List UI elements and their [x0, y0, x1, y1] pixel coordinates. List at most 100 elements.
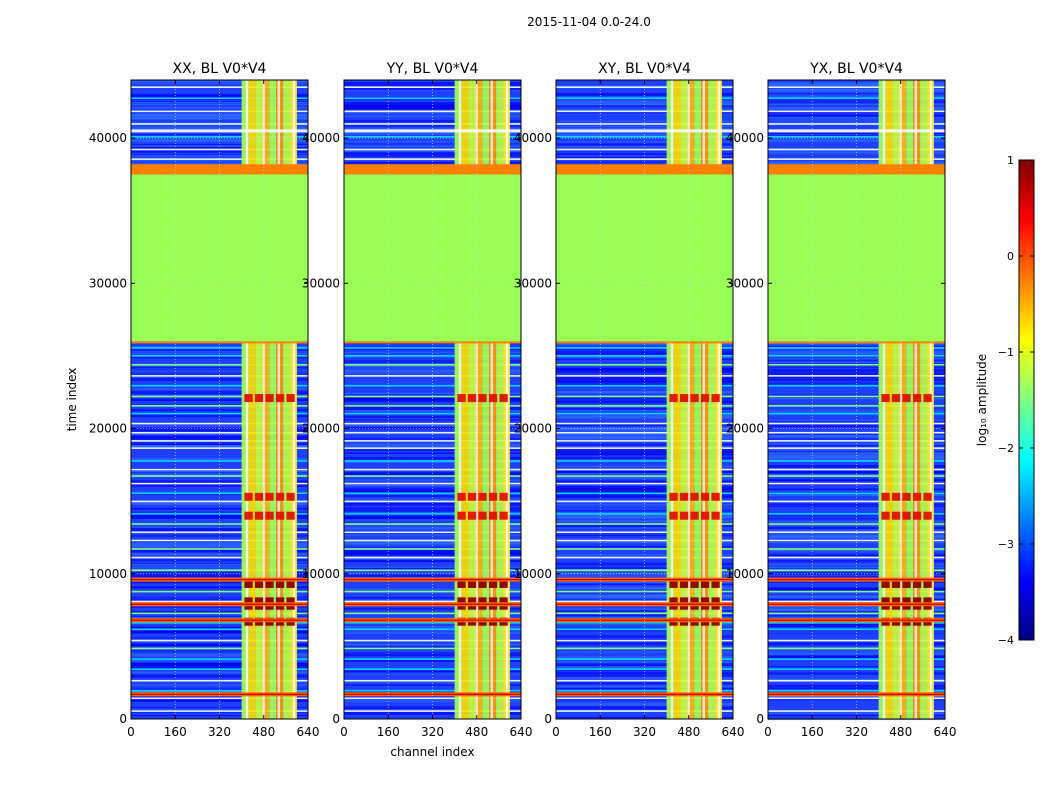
rfi-hotspot: [499, 579, 508, 588]
x-tick-label: 640: [722, 725, 745, 739]
noise-row: [556, 453, 733, 456]
rfi-hotspot: [669, 579, 678, 588]
time-stripe: [768, 110, 945, 113]
noise-row: [556, 580, 733, 584]
noise-row: [344, 659, 521, 662]
time-stripe: [131, 647, 308, 650]
rfi-hotspot: [499, 492, 508, 501]
time-stripe: [131, 513, 308, 515]
noise-row: [131, 126, 308, 128]
noise-row: [131, 138, 308, 141]
time-stripe: [768, 482, 945, 485]
time-stripe: [556, 135, 733, 138]
noise-row: [131, 372, 308, 374]
noise-row: [344, 587, 521, 590]
noise-row: [556, 545, 733, 548]
rfi-hotspot: [700, 492, 710, 501]
time-stripe: [344, 123, 521, 125]
noise-row: [768, 491, 945, 494]
noise-row: [344, 557, 521, 560]
noise-row: [768, 479, 945, 482]
time-stripe: [344, 500, 521, 503]
rfi-hotspot: [690, 511, 699, 520]
noise-row: [131, 544, 308, 548]
noise-row: [556, 525, 733, 528]
noise-row: [131, 414, 308, 418]
noise-row: [768, 378, 945, 382]
time-stripe: [131, 110, 308, 113]
time-stripe: [556, 600, 733, 603]
noise-row: [768, 383, 945, 386]
time-stripe: [131, 689, 308, 692]
noise-row: [768, 353, 945, 356]
noise-row: [768, 95, 945, 97]
noise-row: [344, 402, 521, 405]
noise-row: [556, 342, 733, 346]
x-tick-label: 480: [465, 725, 488, 739]
noise-row: [131, 596, 308, 599]
noise-row: [768, 698, 945, 701]
noise-row: [131, 671, 308, 674]
rfi-hotspot: [286, 579, 295, 588]
noise-row: [131, 700, 308, 702]
noise-row: [556, 591, 733, 594]
time-stripe: [131, 460, 308, 462]
time-stripe: [556, 513, 733, 515]
noise-row: [768, 444, 945, 447]
noise-row: [556, 120, 733, 122]
noise-row: [556, 666, 733, 669]
time-stripe: [131, 539, 308, 542]
y-tick-label: 10000: [726, 567, 764, 581]
y-tick-label: 40000: [89, 131, 127, 145]
noise-row: [556, 353, 733, 356]
noise-row: [556, 687, 733, 690]
time-stripe: [131, 639, 308, 642]
rfi-hotspot: [679, 394, 689, 403]
noise-row: [556, 356, 733, 359]
noise-row: [344, 348, 521, 350]
noise-row: [768, 107, 945, 110]
noise-row: [768, 655, 945, 659]
time-stripe: [131, 569, 308, 572]
colorbar-tick-label: 1: [1007, 154, 1014, 167]
noise-row: [556, 399, 733, 403]
noise-row: [131, 627, 308, 630]
noise-row: [131, 667, 308, 669]
noise-row: [131, 378, 308, 381]
noise-row: [556, 599, 733, 601]
noise-row: [556, 567, 733, 570]
noise-row: [556, 672, 733, 675]
noise-row: [556, 92, 733, 95]
time-stripe: [131, 363, 308, 366]
noise-row: [131, 665, 308, 668]
time-stripe: [768, 590, 945, 593]
noise-row: [556, 423, 733, 426]
noise-row: [556, 143, 733, 146]
noise-row: [131, 425, 308, 428]
rfi-hotspot: [244, 597, 253, 606]
y-tick-label: 40000: [302, 131, 340, 145]
time-stripe: [768, 422, 945, 425]
noise-row: [344, 119, 521, 123]
noise-row: [556, 465, 733, 468]
noise-row: [768, 372, 945, 376]
noise-row: [131, 663, 308, 666]
rfi-hotspot: [700, 394, 710, 403]
noise-row: [131, 365, 308, 367]
y-tick-label: 10000: [514, 567, 552, 581]
noise-row: [344, 407, 521, 410]
noise-row: [768, 131, 945, 135]
noise-row: [556, 514, 733, 518]
noise-row: [344, 503, 521, 506]
rfi-hotspot: [923, 394, 932, 403]
time-stripe: [344, 447, 521, 449]
noise-row: [768, 450, 945, 452]
time-stripe: [768, 531, 945, 534]
noise-row: [131, 429, 308, 431]
panels: 0 160 320 480 640 0 10000 20000 30000 40000 XX, BL…: [65, 61, 956, 759]
time-stripe: [131, 135, 308, 138]
noise-row: [344, 526, 521, 530]
rfi-hotspot: [467, 597, 477, 606]
noise-row: [344, 485, 521, 488]
noise-row: [131, 507, 308, 511]
